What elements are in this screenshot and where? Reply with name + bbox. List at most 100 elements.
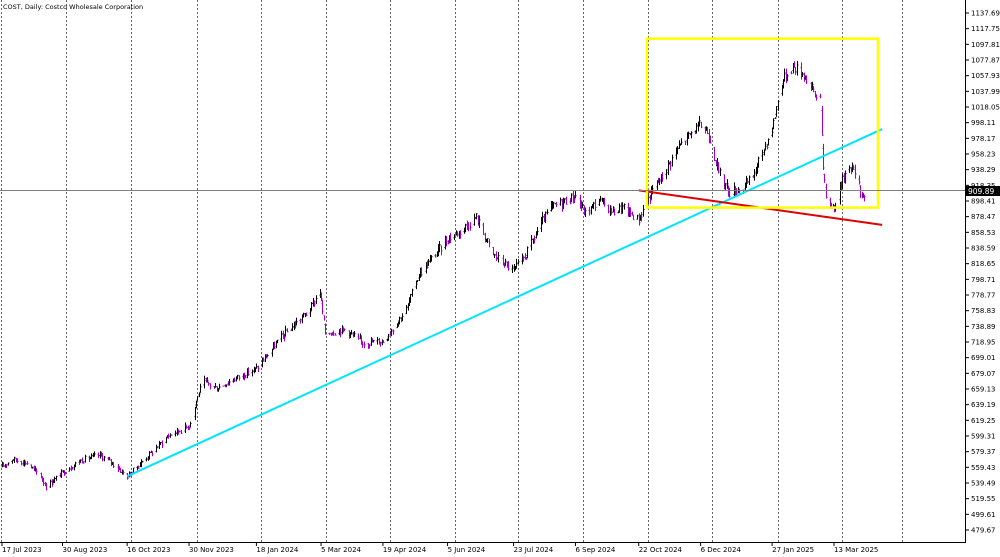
ohlc-bar [658, 178, 661, 186]
y-tick-label: 499.61 [971, 511, 996, 519]
ohlc-bar [174, 430, 177, 437]
ohlc-bar [398, 316, 401, 325]
ohlc-bar [440, 245, 443, 256]
ohlc-bar [700, 121, 703, 129]
ohlc-bar [632, 214, 635, 221]
ohlc-bar [717, 162, 720, 174]
ohlc-bar [456, 231, 459, 237]
ohlc-bar [623, 203, 626, 210]
ohlc-bar [844, 170, 847, 184]
ohlc-bar [728, 187, 731, 198]
ohlc-bar [552, 201, 555, 209]
y-tick-label: 778.77 [971, 292, 996, 300]
ohlc-bar [180, 429, 183, 435]
ohlc-bar [320, 292, 323, 302]
y-tick-label: 1018.05 [971, 104, 1000, 112]
price-bars [1, 61, 866, 491]
y-tick-label: 519.55 [971, 495, 996, 503]
ohlc-bar [209, 383, 212, 390]
y-tick-label: 1037.99 [971, 88, 1000, 96]
ohlc-bar [148, 451, 151, 460]
ohlc-bar [805, 75, 808, 85]
ohlc-bar [361, 341, 364, 348]
y-tick-label: 998.11 [971, 119, 996, 127]
ohlc-bar [426, 260, 429, 269]
ohlc-bar [199, 383, 202, 393]
x-tick-label: 13 Mar 2025 [834, 546, 878, 554]
ohlc-bar [405, 305, 408, 315]
ohlc-bar [184, 422, 187, 433]
ohlc-bar [273, 341, 276, 350]
y-tick-label: 699.01 [971, 354, 996, 362]
ohlc-bar [251, 369, 254, 377]
ohlc-bar [618, 203, 621, 213]
ohlc-bar [430, 255, 433, 262]
x-tick-label: 17 Jul 2023 [2, 546, 42, 554]
x-tick-label: 16 Oct 2023 [127, 546, 170, 554]
ohlc-bar [228, 378, 231, 386]
ohlc-bar [284, 325, 287, 337]
ohlc-bar [609, 205, 612, 217]
ohlc-bar [302, 312, 305, 318]
y-tick-label: 718.95 [971, 339, 996, 347]
ohlc-bar [724, 182, 727, 190]
x-tick-label: 5 Mar 2024 [321, 546, 361, 554]
ohlc-bar [321, 299, 324, 315]
ohlc-bar [607, 204, 610, 214]
ohlc-bar [790, 71, 793, 75]
ohlc-bar [852, 165, 855, 170]
ohlc-bar [5, 464, 8, 469]
ohlc-bar [709, 135, 712, 144]
ohlc-bar [671, 154, 674, 167]
y-tick-label: 559.43 [971, 464, 996, 472]
x-tick-label: 19 Apr 2024 [383, 546, 427, 554]
x-tick-label: 18 Jan 2024 [256, 546, 299, 554]
ohlc-bar [122, 470, 125, 475]
ohlc-bar [79, 459, 82, 463]
ohlc-bar [266, 354, 269, 358]
ohlc-bar [416, 280, 419, 283]
ohlc-bar [504, 258, 507, 266]
ohlc-bar [610, 207, 613, 215]
ohlc-bar [486, 238, 489, 244]
ohlc-bar [771, 127, 774, 138]
ohlc-bar [255, 363, 258, 369]
y-tick-label: 958.23 [971, 151, 996, 159]
ohlc-bar [493, 254, 496, 258]
ohlc-bar [363, 341, 366, 349]
ohlc-bar [544, 211, 547, 224]
ohlc-bar [775, 106, 778, 117]
ohlc-bar [603, 197, 606, 207]
ohlc-bar [350, 329, 353, 335]
ohlc-bar [592, 201, 595, 210]
ohlc-bar [669, 160, 672, 171]
ohlc-bar [214, 382, 217, 388]
ohlc-bar [319, 289, 322, 299]
ohlc-bar [563, 198, 566, 204]
ohlc-bar [360, 335, 363, 345]
x-tick-label: 30 Aug 2023 [63, 546, 108, 554]
y-tick-label: 599.31 [971, 433, 996, 441]
ohlc-bar [112, 462, 115, 469]
ohlc-bar [687, 131, 690, 139]
ohlc-bar [588, 206, 591, 216]
y-tick-label: 738.89 [971, 323, 996, 331]
ohlc-bar [176, 427, 179, 436]
x-axis: 17 Jul 2023 30 Aug 2023 16 Oct 2023 30 Nov … [1, 542, 878, 554]
ohlc-bar [507, 260, 510, 271]
ohlc-bar [323, 315, 326, 321]
x-tick-label: 6 Dec 2024 [701, 546, 742, 554]
ohlc-bar [453, 234, 456, 241]
ohlc-bar [613, 208, 616, 216]
ohlc-bar [42, 477, 45, 486]
ohlc-bar [392, 329, 395, 335]
ohlc-bar [649, 194, 652, 205]
ohlc-bar [2, 462, 5, 467]
ohlc-bar [286, 328, 289, 333]
ohlc-bar [858, 175, 861, 185]
ohlc-bar [20, 460, 23, 466]
x-tick-label: 30 Nov 2023 [189, 546, 234, 554]
ohlc-bar [661, 172, 664, 182]
highlight-box [645, 37, 880, 209]
